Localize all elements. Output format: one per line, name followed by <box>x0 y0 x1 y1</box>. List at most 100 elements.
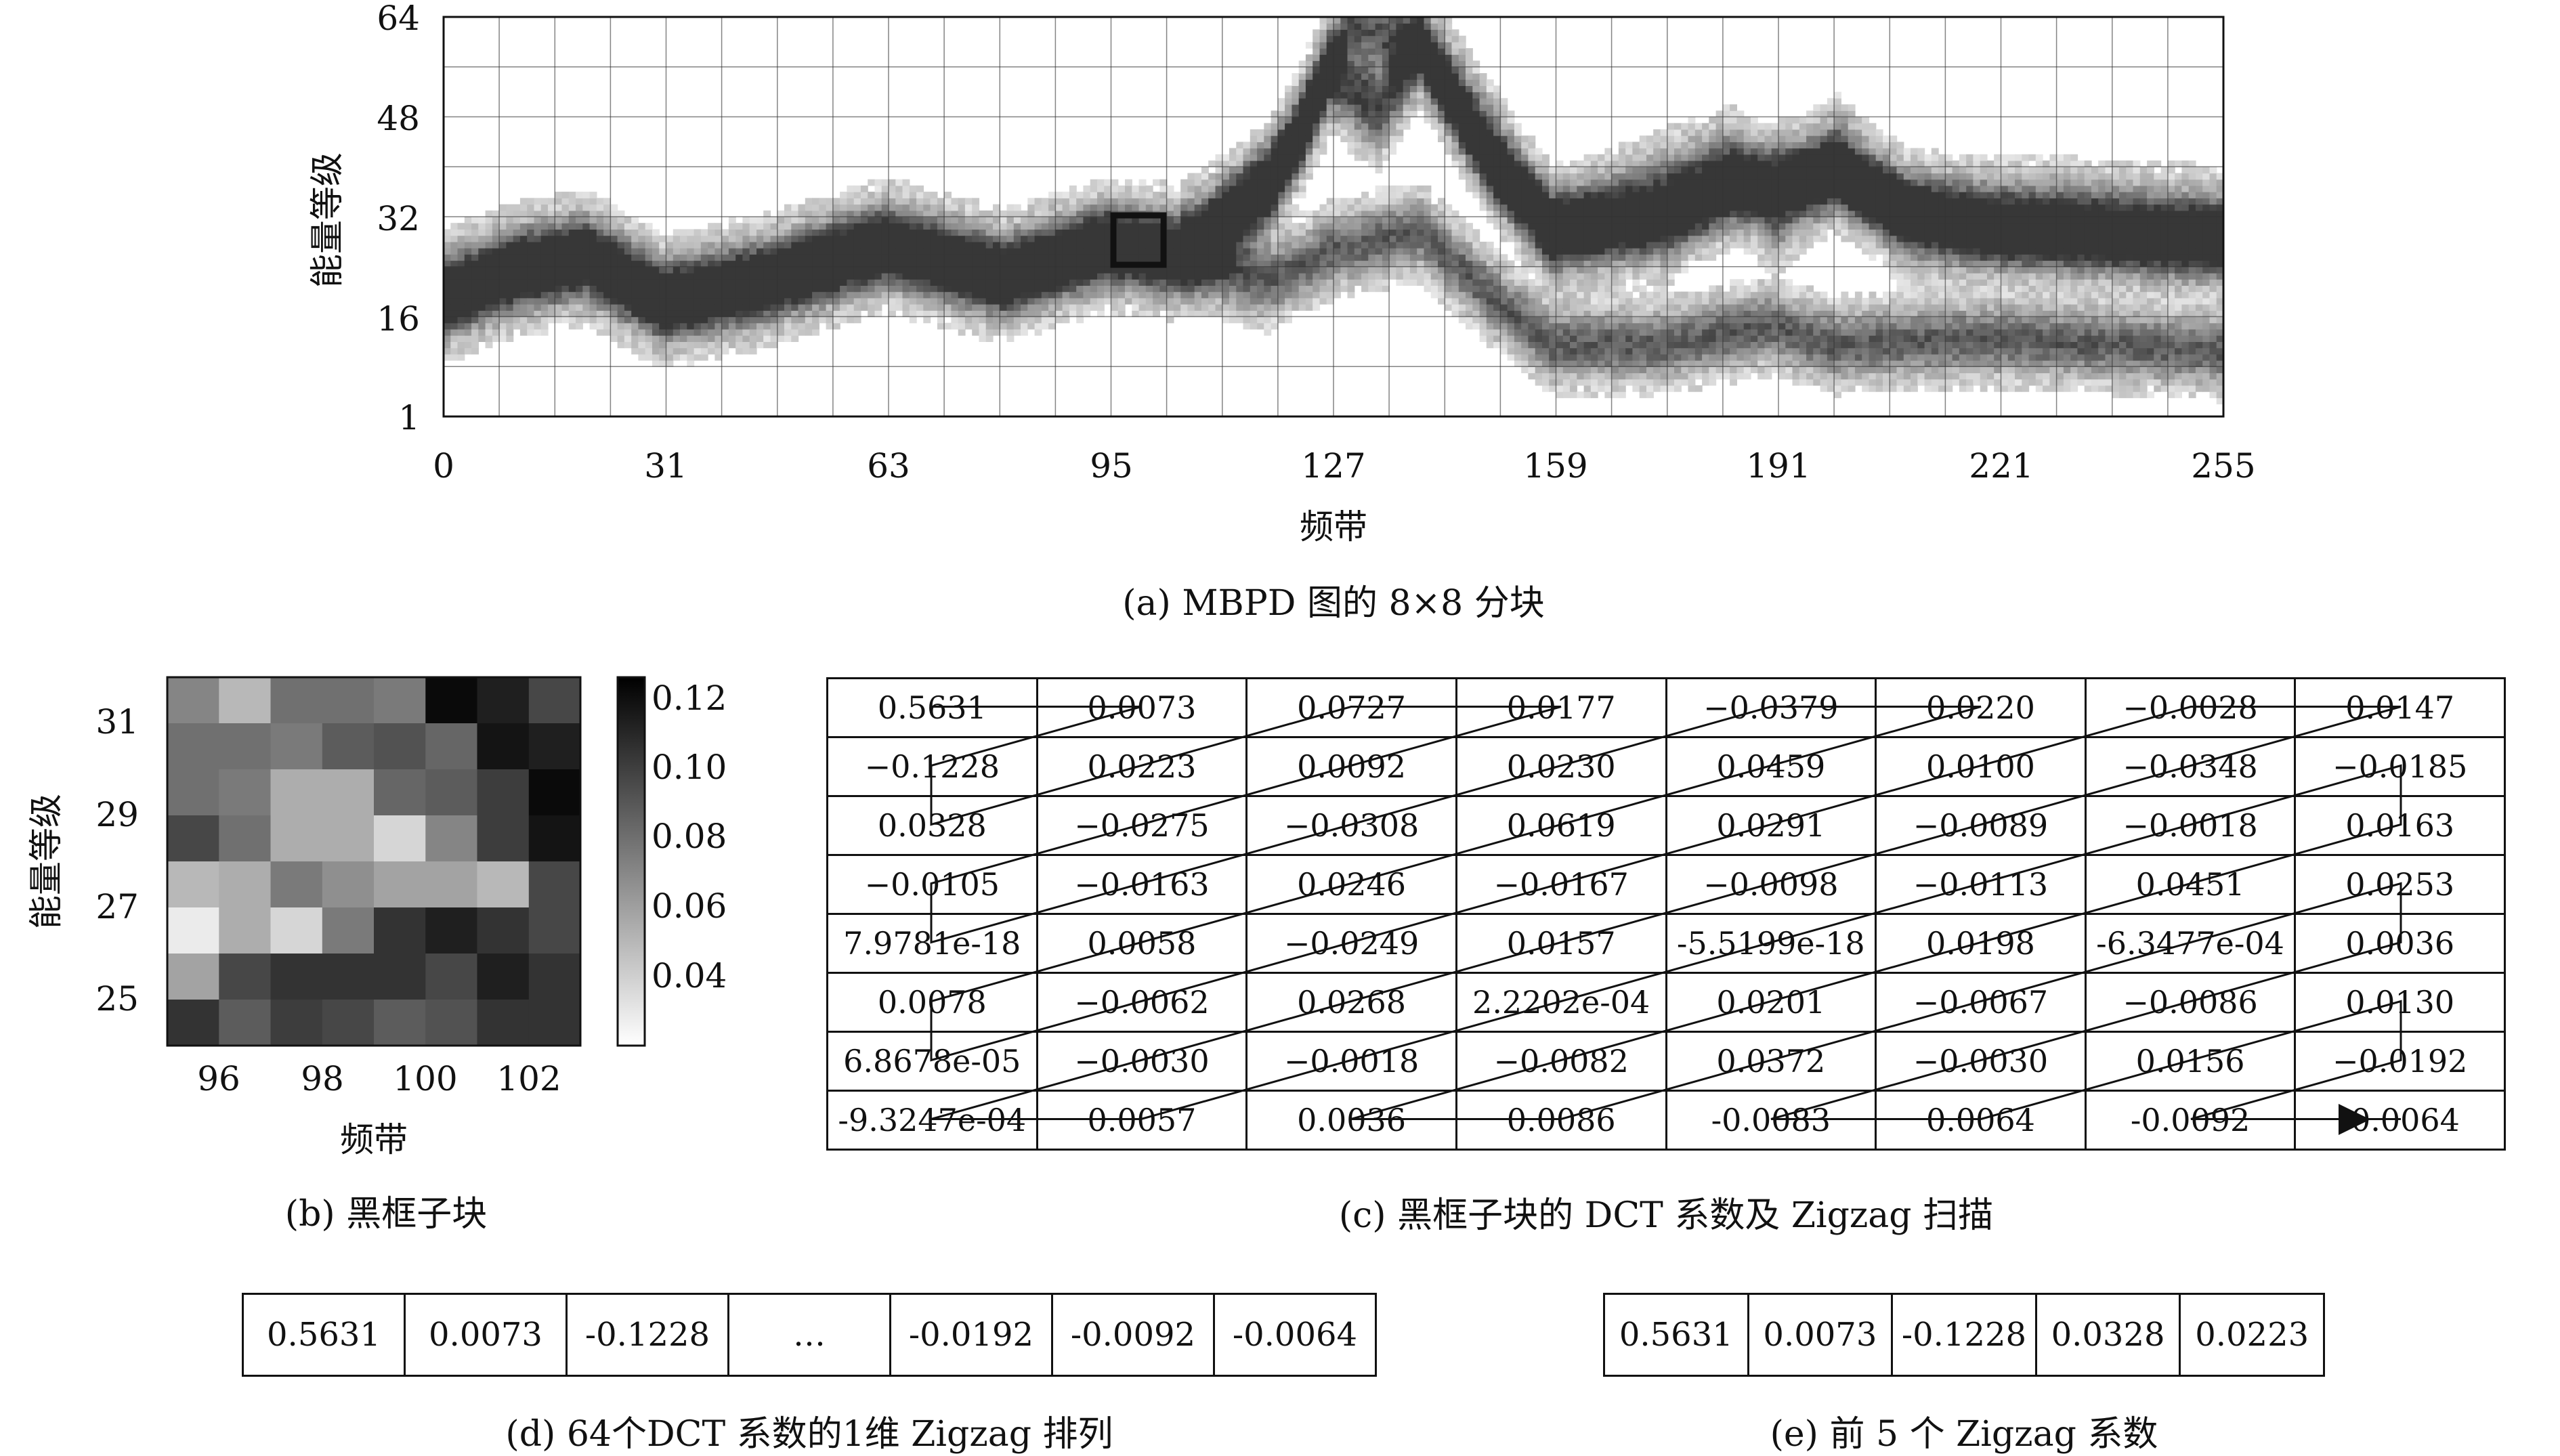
subblock-cell <box>322 815 375 862</box>
mbpd-xtick: 221 <box>1969 446 2033 486</box>
subblock-heatmap: 0.12 0.10 0.08 0.06 0.04 31 29 27 25 96 … <box>26 676 727 1159</box>
dct-coefficient-cell: 0.0291 <box>1665 795 1877 856</box>
dct-coefficient-cell: −0.0082 <box>1455 1031 1667 1092</box>
dct-coefficient-cell: 0.5631 <box>826 677 1038 738</box>
mbpd-xtick: 191 <box>1746 446 1810 486</box>
dct-coefficient-cell: 0.0156 <box>2084 1031 2297 1092</box>
first-five-cell: 0.0223 <box>2179 1293 2325 1377</box>
subblock-cell <box>167 677 219 724</box>
subblock-cell <box>528 907 581 954</box>
subblock-cell <box>270 861 323 908</box>
subblock-cell <box>167 1000 219 1046</box>
subblock-cell <box>322 861 375 908</box>
subblock-cell <box>477 769 530 816</box>
subblock-cell <box>477 907 530 954</box>
dct-coefficient-cell: 0.0100 <box>1875 736 2087 797</box>
dct-coefficient-cell: 0.0130 <box>2294 972 2506 1033</box>
caption-c: (c) 黑框子块的 DCT 系数及 Zigzag 扫描 <box>1338 1195 1994 1236</box>
subblock-cell <box>528 769 581 816</box>
subblock-cell <box>374 907 426 954</box>
dct-coefficient-cell: −0.0067 <box>1875 972 2087 1033</box>
mbpd-xtick: 95 <box>1090 446 1133 486</box>
subblock-cell <box>425 954 478 1000</box>
subblock-ytick: 29 <box>95 795 139 834</box>
dct-coefficient-cell: −0.0192 <box>2294 1031 2506 1092</box>
colorbar-tick: 0.12 <box>652 679 727 718</box>
dct-coefficient-cell: 0.0246 <box>1245 854 1457 915</box>
dct-coefficient-cell: −0.0018 <box>1245 1031 1457 1092</box>
mbpd-xtick: 127 <box>1301 446 1365 486</box>
dct-coefficient-cell: -0.0064 <box>2294 1090 2506 1151</box>
dct-coefficient-cell: −0.0249 <box>1245 913 1457 974</box>
dct-coefficient-cell: 0.0057 <box>1036 1090 1248 1151</box>
subblock-ytick: 31 <box>95 702 139 742</box>
dct-coefficient-cell: 7.9781e-18 <box>826 913 1038 974</box>
mbpd-ytick: 1 <box>398 398 420 437</box>
dct-coefficient-cell: 0.0459 <box>1665 736 1877 797</box>
subblock-cell <box>528 1000 581 1046</box>
subblock-cell <box>219 769 272 816</box>
subblock-cell <box>528 723 581 770</box>
dct-coefficient-cell: 0.0198 <box>1875 913 2087 974</box>
subblock-ylabel: 能量等级 <box>26 794 66 929</box>
colorbar <box>616 676 646 1047</box>
subblock-xtick: 100 <box>393 1059 457 1098</box>
subblock-cell <box>322 1000 375 1046</box>
mbpd-plot: 64 48 32 16 1 0 31 63 95 127 159 191 221… <box>307 0 2256 547</box>
first-five-coefficients: 0.5631 0.0073 -0.1228 0.0328 0.0223 <box>1603 1293 2325 1377</box>
mbpd-density-map <box>444 17 2224 405</box>
dct-coefficient-cell: -9.3247e-04 <box>826 1090 1038 1151</box>
subblock-cell <box>425 907 478 954</box>
subblock-cell <box>270 677 323 724</box>
mbpd-xtick: 63 <box>867 446 910 486</box>
dct-coefficient-cell: −0.1228 <box>826 736 1038 797</box>
subblock-cell <box>167 907 219 954</box>
dct-coefficient-cell: −0.0062 <box>1036 972 1248 1033</box>
colorbar-tick: 0.04 <box>652 956 727 995</box>
subblock-cell <box>322 769 375 816</box>
subblock-cell <box>374 769 426 816</box>
dct-coefficient-cell: −0.0098 <box>1665 854 1877 915</box>
caption-b: (b) 黑框子块 <box>284 1194 488 1235</box>
subblock-xtick: 98 <box>301 1059 344 1098</box>
subblock-cell <box>322 954 375 1000</box>
dct-coefficient-cell: 0.0147 <box>2294 677 2506 738</box>
subblock-cells <box>167 677 581 1046</box>
dct-coefficient-cell: −0.0018 <box>2084 795 2297 856</box>
subblock-cell <box>167 815 219 862</box>
dct-coefficient-cell: 0.0451 <box>2084 854 2297 915</box>
subblock-cell <box>425 815 478 862</box>
subblock-cell <box>322 723 375 770</box>
subblock-cell <box>219 815 272 862</box>
subblock-cell <box>270 954 323 1000</box>
colorbar-tick: 0.10 <box>652 748 727 787</box>
mbpd-xlabel: 频带 <box>1300 507 1367 547</box>
dct-coefficient-cell: −0.0030 <box>1036 1031 1248 1092</box>
dct-coefficient-cell: −0.0308 <box>1245 795 1457 856</box>
dct-coefficient-cell: −0.0348 <box>2084 736 2297 797</box>
subblock-cell <box>477 815 530 862</box>
dct-coefficient-cell: -0.0092 <box>2084 1090 2297 1151</box>
mbpd-plot-frame <box>442 16 2225 418</box>
subblock-cell <box>219 861 272 908</box>
subblock-cell <box>477 861 530 908</box>
dct-coefficient-cell: 0.0036 <box>1245 1090 1457 1151</box>
subblock-cell <box>270 769 323 816</box>
subblock-ytick: 25 <box>95 979 139 1019</box>
dct-coefficient-cell: 0.0230 <box>1455 736 1667 797</box>
subblock-cell <box>167 861 219 908</box>
first-five-cell: 0.5631 <box>1603 1293 1749 1377</box>
subblock-cell <box>425 769 478 816</box>
subblock-xtick: 102 <box>496 1059 561 1098</box>
dct-coefficient-cell: 0.0619 <box>1455 795 1667 856</box>
zigzag-array-cell: -0.0092 <box>1051 1293 1215 1377</box>
caption-a: (a) MBPD 图的 8×8 分块 <box>1122 583 1545 624</box>
subblock-cell <box>270 815 323 862</box>
dct-coefficient-cell: −0.0167 <box>1455 854 1667 915</box>
dct-coefficient-cell: 0.0220 <box>1875 677 2087 738</box>
subblock-cell <box>270 723 323 770</box>
subblock-cell <box>374 815 426 862</box>
dct-coefficient-cell: -5.5199e-18 <box>1665 913 1877 974</box>
mbpd-highlight-box <box>1110 212 1167 268</box>
dct-coefficient-cell: 0.0727 <box>1245 677 1457 738</box>
